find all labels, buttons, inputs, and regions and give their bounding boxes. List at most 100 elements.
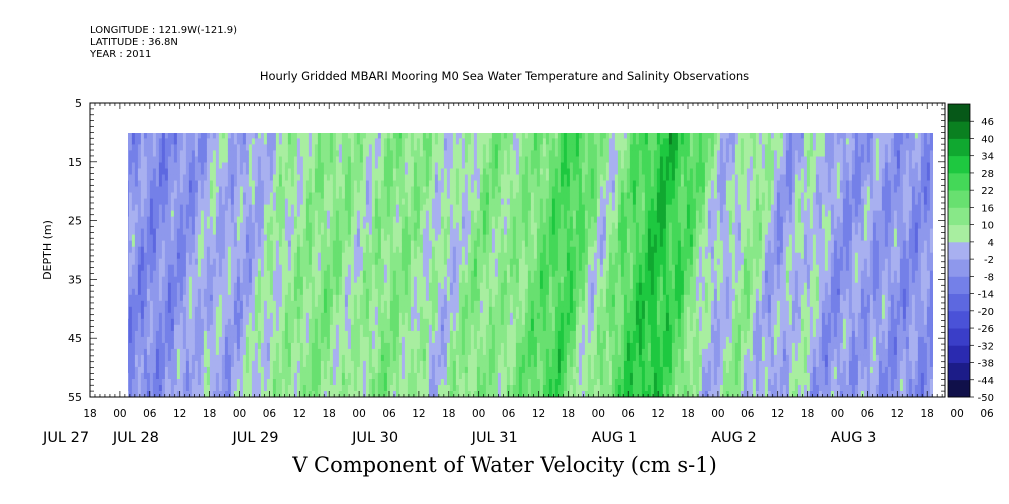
velocity-cell	[131, 360, 136, 368]
velocity-cell	[164, 342, 169, 350]
velocity-cell	[128, 192, 133, 200]
velocity-cell	[158, 318, 163, 326]
velocity-cell	[164, 294, 169, 302]
velocity-cell	[173, 186, 178, 194]
velocity-cell	[176, 300, 181, 308]
velocity-cell	[131, 330, 136, 338]
velocity-cell	[131, 234, 136, 242]
velocity-cell	[176, 240, 181, 248]
velocity-cell	[123, 295, 127, 302]
velocity-cell	[152, 385, 157, 392]
velocity-cell	[161, 186, 166, 194]
velocity-cell	[164, 300, 169, 308]
velocity-cell	[140, 174, 145, 182]
velocity-cell	[128, 210, 133, 218]
velocity-cell	[161, 264, 166, 272]
velocity-cell	[128, 133, 130, 139]
velocity-cell	[155, 330, 160, 338]
velocity-cell	[176, 204, 181, 212]
velocity-cell	[131, 210, 136, 218]
velocity-cell	[173, 246, 178, 254]
velocity-cell	[146, 222, 151, 230]
velocity-cell	[128, 294, 133, 302]
velocity-cell	[140, 180, 145, 188]
velocity-cell	[167, 228, 172, 236]
velocity-cell	[158, 336, 163, 344]
velocity-cell	[173, 336, 178, 344]
velocity-cell	[173, 228, 178, 236]
velocity-cell	[137, 180, 142, 188]
velocity-cell	[149, 222, 154, 230]
velocity-cell	[120, 379, 124, 386]
velocity-cell	[158, 330, 163, 338]
velocity-cell	[161, 330, 166, 338]
velocity-cell	[140, 234, 145, 242]
velocity-cell	[137, 234, 142, 242]
velocity-cell	[176, 156, 181, 164]
velocity-cell	[146, 162, 151, 170]
velocity-cell	[161, 366, 166, 374]
velocity-cell	[176, 216, 181, 224]
velocity-cell	[143, 276, 148, 284]
velocity-cell	[158, 348, 163, 356]
velocity-cell	[161, 174, 166, 182]
velocity-cell	[167, 330, 172, 338]
velocity-cell	[134, 204, 139, 212]
velocity-cell	[152, 240, 157, 248]
velocity-cell	[170, 133, 175, 139]
velocity-cell	[149, 379, 154, 386]
velocity-cell	[131, 385, 136, 392]
velocity-cell	[120, 132, 124, 139]
velocity-cell	[158, 366, 163, 374]
velocity-cell	[167, 342, 172, 350]
velocity-cell	[137, 192, 142, 200]
velocity-cell	[134, 168, 139, 176]
velocity-cell	[128, 318, 133, 326]
velocity-cell	[149, 318, 154, 326]
velocity-cell	[158, 156, 163, 164]
velocity-cell	[146, 354, 151, 362]
velocity-cell	[131, 348, 136, 356]
velocity-cell	[131, 391, 136, 397]
velocity-cell	[170, 144, 175, 151]
velocity-cell	[155, 294, 160, 302]
velocity-cell	[123, 229, 127, 236]
velocity-cell	[167, 150, 172, 157]
velocity-cell	[161, 318, 166, 326]
velocity-cell	[152, 354, 157, 362]
velocity-cell	[134, 336, 139, 344]
velocity-cell	[170, 342, 175, 350]
velocity-cell	[173, 348, 178, 356]
velocity-cell	[143, 366, 148, 374]
velocity-cell	[173, 276, 178, 284]
velocity-cell	[120, 337, 124, 344]
velocity-cell	[134, 282, 139, 290]
velocity-cell	[170, 360, 175, 368]
velocity-cell	[158, 228, 163, 236]
velocity-cell	[128, 276, 133, 284]
velocity-cell	[140, 246, 145, 254]
velocity-cell	[170, 162, 175, 170]
velocity-cell	[173, 252, 178, 260]
velocity-cell	[161, 276, 166, 284]
velocity-cell	[128, 324, 133, 332]
velocity-cell	[167, 276, 172, 284]
velocity-cell	[146, 348, 151, 356]
velocity-cell	[128, 288, 133, 296]
velocity-cell	[173, 192, 178, 200]
velocity-cell	[137, 174, 142, 182]
velocity-cell	[176, 162, 181, 170]
velocity-cell	[170, 210, 175, 218]
velocity-cell	[158, 204, 163, 212]
velocity-cell	[155, 258, 160, 266]
velocity-cell	[146, 379, 151, 386]
velocity-cell	[158, 379, 163, 386]
velocity-cell	[149, 138, 154, 145]
velocity-cell	[155, 210, 160, 218]
velocity-cell	[173, 258, 178, 266]
velocity-cell	[128, 276, 130, 284]
velocity-cell	[134, 294, 139, 302]
velocity-cell	[137, 228, 142, 236]
velocity-cell	[143, 222, 148, 230]
velocity-cell	[149, 372, 154, 380]
